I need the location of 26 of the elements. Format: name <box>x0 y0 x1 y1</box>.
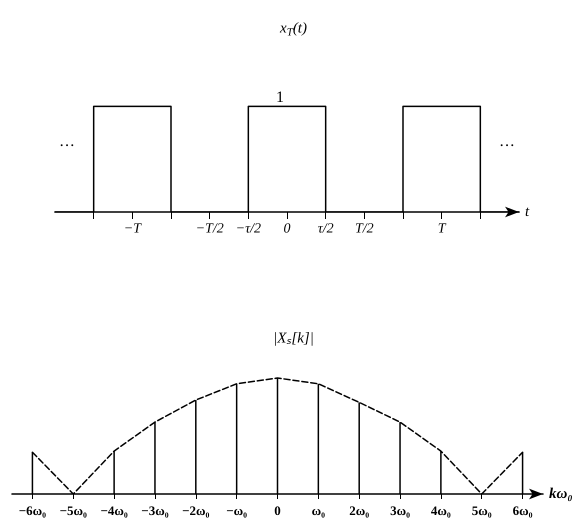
x-tick-label: 2ω₀ <box>349 503 370 518</box>
x-tick-label: ω₀ <box>312 503 326 518</box>
x-tick-label: τ/2 <box>318 222 334 236</box>
annotation: ··· <box>499 138 515 154</box>
x-tick-label: −ω₀ <box>226 503 248 518</box>
x-tick-label: −T/2 <box>196 222 224 236</box>
x-tick-label: −6ω₀ <box>18 503 46 518</box>
x-tick-label: −4ω₀ <box>100 503 128 518</box>
x-tick-label: 4ω₀ <box>430 503 451 518</box>
x-tick-label: −2ω₀ <box>182 503 210 518</box>
x-tick-label: 5ω₀ <box>472 503 492 518</box>
chart-title: |Xₛ[k]| <box>273 330 314 346</box>
x-axis-title: kω₀ <box>549 486 573 502</box>
x-tick-label: −5ω₀ <box>60 503 88 518</box>
x-tick-label: T/2 <box>354 222 374 236</box>
x-tick-label: 6ω₀ <box>512 503 533 518</box>
x-tick-label: −T <box>124 222 142 236</box>
x-tick-label: 0 <box>274 503 281 518</box>
x-tick-label: 3ω₀ <box>390 503 410 518</box>
x-tick-label: −τ/2 <box>236 222 262 236</box>
x-tick-label: 0 <box>284 222 290 236</box>
x-tick-label: T <box>438 222 447 236</box>
x-axis-title: t <box>525 204 530 220</box>
annotation: 1 <box>276 88 284 106</box>
x-tick-label: −3ω₀ <box>141 503 169 518</box>
annotation: ··· <box>59 138 75 154</box>
